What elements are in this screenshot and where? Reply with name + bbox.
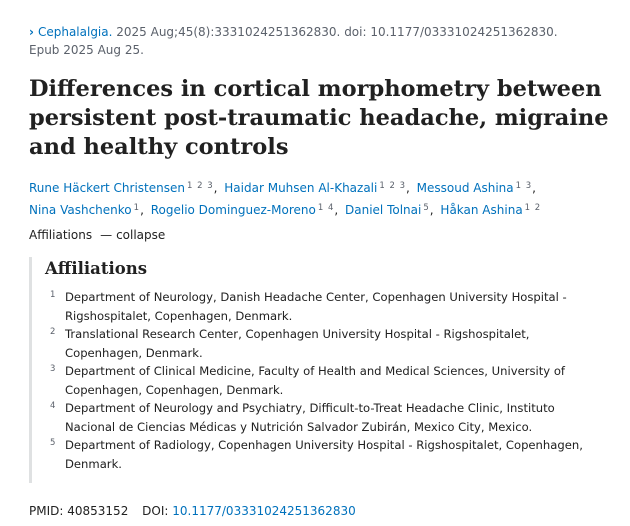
author-link[interactable]: Messoud Ashina: [416, 181, 514, 195]
affiliation-item: 5 Department of Radiology, Copenhagen Uni…: [46, 436, 606, 473]
affiliations-toggle[interactable]: Affiliations — collapse: [29, 226, 165, 244]
author-link[interactable]: Nina Vashchenko: [29, 203, 132, 217]
author-list: Rune Häckert Christensen 1 2 3, Haidar Mu…: [29, 176, 619, 220]
affiliation-number: 1: [50, 290, 56, 300]
affiliation-item: 4 Department of Neurology and Psychiatry,…: [46, 399, 606, 436]
affiliations-heading: Affiliations: [45, 259, 148, 278]
journal-link[interactable]: Cephalalgia.: [37, 25, 113, 39]
affiliation-item: 3 Department of Clinical Medicine, Facult…: [46, 362, 606, 399]
author-item: Haidar Muhsen Al-Khazali 1 2 3,: [224, 181, 410, 195]
article-title: Differences in cortical morphometry betw…: [29, 76, 609, 160]
author-link[interactable]: Rogelio Dominguez-Moreno: [150, 203, 316, 217]
affiliation-number: 3: [50, 364, 56, 374]
author-link[interactable]: Daniel Tolnai: [345, 203, 422, 217]
author-link[interactable]: Haidar Muhsen Al-Khazali: [224, 181, 378, 195]
author-affiliation-refs[interactable]: 1 2 3: [379, 181, 406, 191]
affiliation-item: 1 Department of Neurology, Danish Headach…: [46, 288, 606, 325]
author-item: Nina Vashchenko 1,: [29, 203, 144, 217]
author-item: Håkan Ashina 1 2: [440, 203, 541, 217]
affiliation-text: Department of Clinical Medicine, Faculty…: [65, 364, 566, 397]
pmid-label: PMID:: [29, 504, 64, 518]
affiliation-item: 2 Translational Research Center, Copenhag…: [46, 325, 606, 362]
epub-date: Epub 2025 Aug 25.: [29, 43, 144, 57]
affiliations-list: 1 Department of Neurology, Danish Headach…: [46, 288, 606, 473]
author-link[interactable]: Rune Häckert Christensen: [29, 181, 185, 195]
author-item: Messoud Ashina 1 3,: [416, 181, 536, 195]
affiliations-toggle-label: Affiliations: [29, 228, 93, 242]
citation-line: › Cephalalgia. 2025 Aug;45(8):33310242513…: [29, 23, 609, 59]
author-link[interactable]: Håkan Ashina: [440, 203, 523, 217]
collapse-icon: —: [100, 228, 113, 242]
affiliation-number: 2: [50, 327, 56, 337]
pmid-value: 40853152: [67, 504, 129, 518]
author-affiliation-refs[interactable]: 1 2 3: [186, 181, 214, 191]
affiliation-text: Department of Radiology, Copenhagen Univ…: [65, 438, 583, 471]
affiliation-number: 5: [50, 438, 56, 448]
affiliations-panel: Affiliations 1 Department of Neurology, D…: [29, 257, 612, 483]
author-item: Rogelio Dominguez-Moreno 1 4,: [150, 203, 339, 217]
doi-link[interactable]: 10.1177/03331024251362830: [172, 504, 356, 518]
affiliations-toggle-action: collapse: [116, 228, 166, 242]
doi-label: DOI:: [142, 504, 169, 518]
author-affiliation-refs[interactable]: 1 4: [317, 203, 335, 213]
author-affiliation-refs[interactable]: 1: [133, 203, 141, 213]
citation-details: 2025 Aug;45(8):3331024251362830. doi: 10…: [116, 25, 558, 39]
chevron-right-icon[interactable]: ›: [29, 25, 34, 39]
author-affiliation-refs[interactable]: 1 3: [515, 181, 533, 191]
affiliation-text: Department of Neurology, Danish Headache…: [65, 290, 567, 323]
article-identifiers: PMID: 40853152 DOI: 10.1177/033310242513…: [29, 502, 356, 520]
author-affiliation-refs[interactable]: 1 2: [524, 203, 542, 213]
author-affiliation-refs[interactable]: 5: [423, 203, 430, 213]
author-item: Rune Häckert Christensen 1 2 3,: [29, 181, 218, 195]
affiliation-number: 4: [50, 401, 56, 411]
author-item: Daniel Tolnai 5,: [345, 203, 434, 217]
affiliation-text: Department of Neurology and Psychiatry, …: [65, 401, 555, 434]
affiliation-text: Translational Research Center, Copenhage…: [65, 327, 530, 360]
